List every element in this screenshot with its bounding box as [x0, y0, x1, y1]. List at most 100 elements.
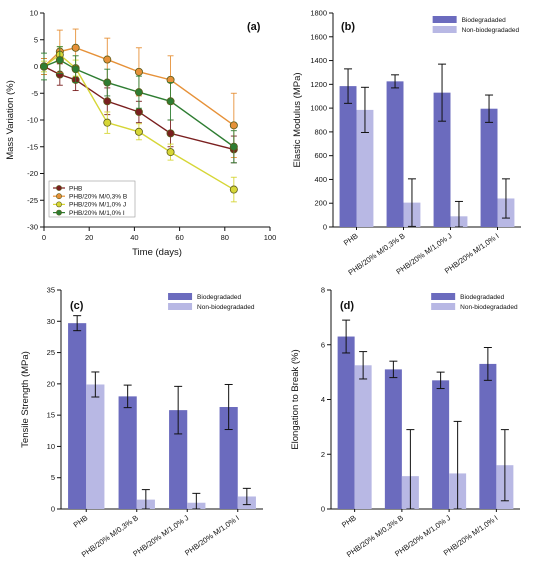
legend-marker: [56, 209, 62, 216]
data-point: [103, 55, 112, 64]
x-tick-label: PHB: [72, 513, 90, 529]
bar: [433, 92, 451, 228]
x-tick-label: 80: [221, 233, 229, 242]
data-point: [229, 185, 238, 194]
data-point: [103, 78, 112, 87]
legend-label: PHB/20% M/1,0% J: [69, 202, 126, 209]
y-tick-label: 1400: [310, 56, 327, 65]
y-tick-label: -20: [27, 169, 38, 178]
legend-label: PHB: [69, 185, 82, 192]
y-tick-label: 35: [47, 286, 55, 295]
y-tick-label: 1800: [310, 9, 327, 18]
bar: [479, 363, 497, 509]
bar: [219, 407, 238, 509]
y-tick-label: -5: [31, 89, 38, 98]
data-point: [103, 118, 112, 127]
legend-label: Non-biodegradaded: [462, 27, 520, 34]
data-point: [229, 121, 238, 130]
y-tick-label: 5: [51, 473, 55, 482]
y-tick-label: 1000: [310, 104, 327, 113]
bar: [86, 384, 105, 509]
data-point: [229, 142, 238, 151]
y-tick-label: 20: [47, 379, 55, 388]
x-tick-label: PHB/20% M/1,0% I: [183, 513, 241, 557]
legend-label: Non-biodegradaded: [460, 304, 518, 311]
x-tick-label: 20: [85, 233, 93, 242]
y-tick-label: 8: [321, 286, 325, 295]
legend-swatch: [431, 293, 456, 300]
y-tick-label: 0: [34, 62, 38, 71]
legend-box: [48, 180, 136, 218]
data-point: [103, 97, 112, 106]
bar: [337, 336, 355, 509]
legend: Biodegradaded Non-biodegradaded: [432, 16, 520, 34]
x-tick-label: PHB: [340, 513, 358, 529]
legend-swatch: [432, 16, 457, 23]
legend-label: Biodegradaded: [460, 294, 504, 301]
legend-marker: [56, 193, 62, 200]
y-tick-label: 10: [30, 9, 38, 18]
y-tick-label: 15: [47, 411, 55, 420]
bar: [354, 365, 372, 509]
legend-swatch: [431, 303, 456, 310]
y-tick-label: 30: [47, 317, 55, 326]
y-axis-label: Elongation to Break (%): [290, 349, 301, 449]
bar: [339, 86, 357, 227]
bar: [356, 109, 374, 227]
y-tick-label: 10: [47, 442, 55, 451]
y-tick-label: -10: [27, 116, 38, 125]
legend-swatch: [168, 303, 193, 310]
panel-c: 0 5 10 15 20 25 30 35 Tensile Strength (MPa) (c) P…: [20, 286, 263, 559]
data-point: [166, 129, 175, 138]
legend: Biodegradaded Non-biodegradaded: [168, 293, 255, 311]
legend-label: PHB/20% M/1,0% I: [69, 210, 125, 217]
panel-a: -30 -25 -20 -15 -10 -5 0 5 10 Mass Variation (%) (…: [5, 9, 276, 259]
y-tick-label: 400: [314, 175, 327, 184]
y-tick-label: 600: [314, 151, 327, 160]
y-tick-label: 6: [321, 340, 325, 349]
data-point: [40, 62, 49, 71]
legend-swatch: [168, 293, 193, 300]
y-tick-label: 1200: [310, 80, 327, 89]
legend-marker: [56, 201, 62, 208]
panel-b: 0 200 400 600 800 1000 1200 1400 1600 1800 Elastic…: [292, 9, 521, 277]
y-tick-label: 200: [314, 199, 327, 208]
panel-tag: (c): [70, 300, 84, 312]
legend-label: Non-biodegradaded: [197, 304, 255, 311]
bar: [386, 81, 404, 227]
legend-swatch: [432, 26, 457, 33]
legend: Biodegradaded Non-biodegradaded: [431, 293, 518, 311]
data-point: [134, 107, 143, 116]
panel-tag: (a): [247, 21, 261, 33]
bar: [118, 396, 137, 509]
data-point: [71, 65, 80, 74]
x-axis-label: Time (days): [132, 247, 182, 258]
x-tick-label: PHB/20% M/1,0% J: [131, 513, 190, 558]
data-point: [71, 43, 80, 52]
y-axis-label: Tensile Strength (MPa): [20, 351, 31, 448]
x-tick-label: 60: [175, 233, 183, 242]
y-tick-label: -30: [27, 223, 38, 232]
data-point: [134, 88, 143, 97]
y-tick-label: 25: [47, 348, 55, 357]
bar: [384, 369, 402, 509]
legend-label: PHB/20% M/0,3% B: [69, 194, 127, 201]
bar: [68, 323, 87, 509]
data-point: [166, 148, 175, 157]
legend-label: Biodegradaded: [197, 294, 241, 301]
y-tick-label: 2: [321, 450, 325, 459]
x-tick-label: PHB: [342, 231, 360, 247]
legend-marker: [56, 185, 62, 191]
y-tick-label: -25: [27, 196, 38, 205]
x-tick-label: 100: [264, 233, 277, 242]
bar: [480, 108, 498, 227]
y-axis-label: Elastic Modulus (MPa): [292, 72, 303, 167]
y-tick-label: 4: [321, 395, 325, 404]
legend-label: Biodegradaded: [462, 17, 506, 24]
y-tick-label: 1600: [310, 32, 327, 41]
data-point: [134, 127, 143, 136]
